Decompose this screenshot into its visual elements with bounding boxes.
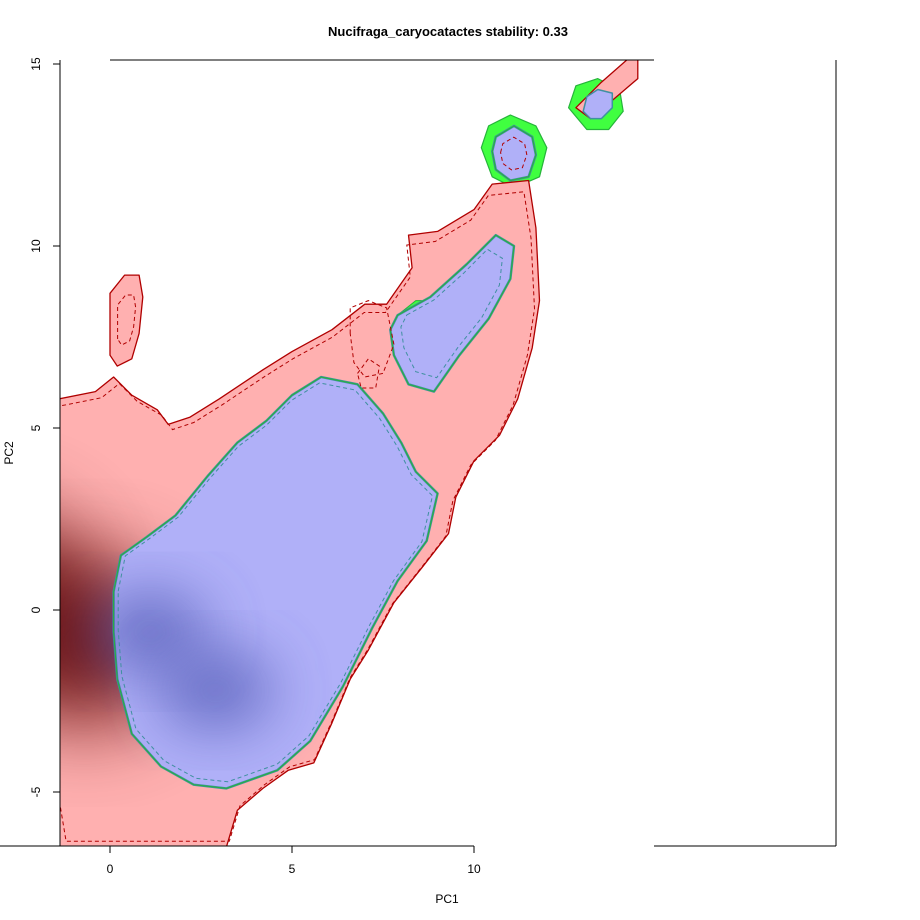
chart-title: Nucifraga_caryocatactes stability: 0.33 — [328, 24, 568, 39]
y-axis-label: PC2 — [2, 441, 16, 465]
niche-a-dashed-contour — [60, 191, 536, 842]
y-tick-label: 0 — [29, 606, 43, 613]
x-tick-label: 10 — [467, 862, 481, 876]
niche-a-dashed-loop — [356, 358, 380, 389]
x-tick-label: 0 — [107, 862, 114, 876]
niche-b-dashed-contour — [117, 382, 434, 783]
niche-b-knob-dashed-contour — [500, 136, 528, 171]
density-regions — [60, 60, 639, 846]
y-tick-label: 15 — [29, 57, 43, 71]
y-tick-label: 5 — [29, 424, 43, 431]
x-tick-label: 5 — [289, 862, 296, 876]
y-tick-label: -5 — [29, 786, 43, 797]
niche-b-ridge-dashed-contour — [400, 248, 503, 379]
x-axis-label: PC1 — [435, 892, 459, 906]
niche-a-dashed-loop — [349, 300, 395, 378]
niche-a-islet — [109, 274, 144, 367]
niche-b-outline — [389, 234, 515, 393]
y-tick-label: 10 — [29, 239, 43, 253]
niche-b-tip — [582, 88, 614, 120]
niche-a-islet-dashed-contour — [117, 294, 137, 346]
niche-b-hotspot — [157, 650, 274, 731]
niche-b-outline — [113, 376, 439, 789]
niche-b-outline — [491, 125, 537, 182]
niche-b-hotspot — [92, 591, 209, 672]
